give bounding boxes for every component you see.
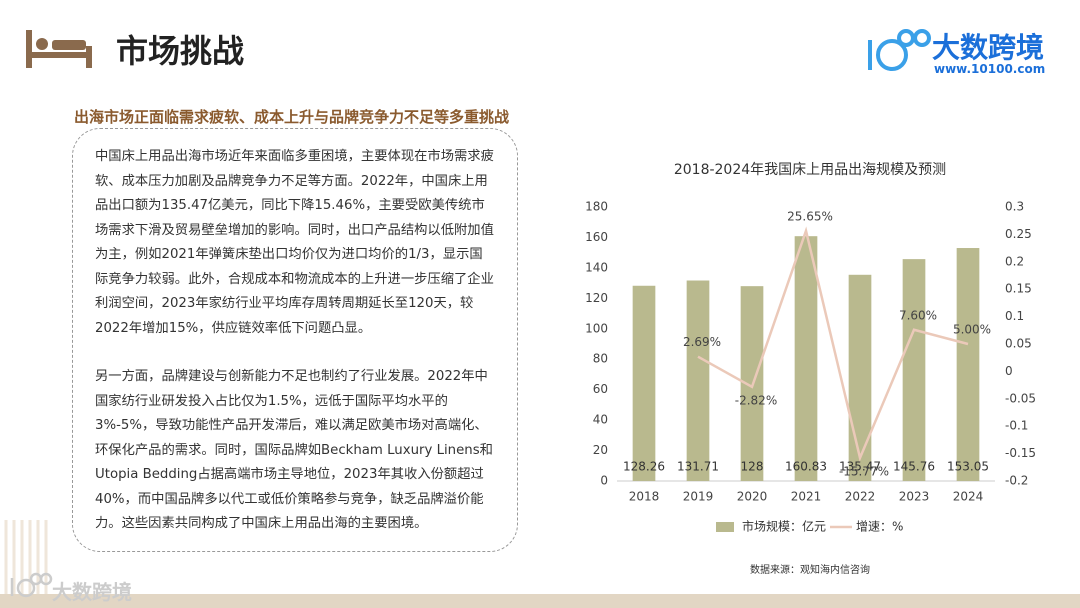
line-value-label: 2.69% — [683, 335, 721, 349]
y-tick-label: 100 — [585, 321, 608, 335]
y-tick-label: 80 — [593, 352, 608, 366]
logo-url: www.10100.com — [934, 62, 1046, 76]
text-box: 中国床上用品出海市场近年来面临多重困境，主要体现在市场需求疲软、成本压力加剧及品… — [72, 128, 518, 552]
y-tick-label: 20 — [593, 443, 608, 457]
y-tick-label: 60 — [593, 382, 608, 396]
x-tick-label: 2022 — [845, 490, 876, 504]
logo-name: 大数跨境 — [932, 31, 1045, 64]
footer-logo: 大数跨境 — [52, 580, 132, 604]
y2-tick-label: 0.25 — [1005, 227, 1032, 241]
y-tick-label: 160 — [585, 230, 608, 244]
y2-tick-label: -0.05 — [1005, 391, 1036, 405]
line-value-label: -2.82% — [735, 393, 777, 407]
y2-tick-label: -0.2 — [1005, 474, 1028, 488]
bar — [686, 280, 710, 481]
line-value-label: 7.60% — [899, 308, 937, 322]
bar-value-label: 131.71 — [677, 460, 719, 474]
paragraph: 另一方面，品牌建设与创新能力不足也制约了行业发展。2022年中国家纺行业研发投入… — [95, 369, 493, 531]
x-tick-label: 2019 — [683, 490, 714, 504]
bed-icon — [26, 30, 92, 68]
bar — [848, 274, 872, 481]
source: 数据来源：观知海内信咨询 — [750, 563, 870, 576]
line-value-label: -15.77% — [839, 464, 889, 478]
y2-tick-label: 0.05 — [1005, 337, 1032, 351]
line-value-label: 25.65% — [787, 209, 833, 223]
bar-value-label: 160.83 — [785, 460, 827, 474]
x-tick-label: 2023 — [899, 490, 930, 504]
bar-value-label: 135.47 — [839, 460, 881, 474]
y-tick-label: 0 — [600, 474, 608, 488]
legend-swatch — [716, 522, 734, 532]
y2-tick-label: 0.2 — [1005, 254, 1024, 268]
bar — [632, 285, 656, 481]
chart-title: 2018-2024年我国床上用品出海规模及预测 — [674, 162, 946, 178]
y-tick-label: 180 — [585, 200, 608, 214]
line — [697, 226, 969, 462]
footer-logo-icon — [10, 572, 53, 598]
y2-tick-label: 0.15 — [1005, 282, 1032, 296]
y-tick-label: 140 — [585, 260, 608, 274]
x-tick-label: 2021 — [791, 490, 822, 504]
title: 市场挑战 — [116, 32, 245, 70]
x-tick-label: 2020 — [737, 490, 768, 504]
stripes — [4, 520, 48, 608]
y2-tick-label: 0 — [1005, 364, 1013, 378]
legend-label: 市场规模：亿元 — [742, 519, 826, 534]
bar-value-label: 128.26 — [623, 460, 665, 474]
bar-value-label: 145.76 — [893, 460, 935, 474]
y-tick-label: 120 — [585, 291, 608, 305]
y-tick-label: 40 — [593, 413, 608, 427]
x-tick-label: 2024 — [953, 490, 984, 504]
line-value-label: 5.00% — [953, 323, 991, 337]
y2-tick-label: 0.1 — [1005, 309, 1024, 323]
bar-value-label: 153.05 — [947, 460, 989, 474]
legend-label: 增速：% — [856, 520, 903, 534]
y2-tick-label: 0.3 — [1005, 200, 1024, 214]
bottom-band — [0, 594, 1080, 608]
logo-icon — [868, 29, 931, 71]
bar — [902, 259, 926, 481]
x-tick-label: 2018 — [629, 490, 660, 504]
paragraph: 中国床上用品出海市场近年来面临多重困境，主要体现在市场需求疲软、成本压力加剧及品… — [95, 149, 494, 336]
bar — [956, 248, 980, 481]
y2-tick-label: -0.1 — [1005, 419, 1028, 433]
bar-value-label: 128 — [741, 460, 764, 474]
bar — [794, 236, 818, 481]
y2-tick-label: -0.15 — [1005, 446, 1036, 460]
subtitle: 出海市场正面临需求疲软、成本上升与品牌竞争力不足等多重挑战 — [74, 108, 510, 126]
